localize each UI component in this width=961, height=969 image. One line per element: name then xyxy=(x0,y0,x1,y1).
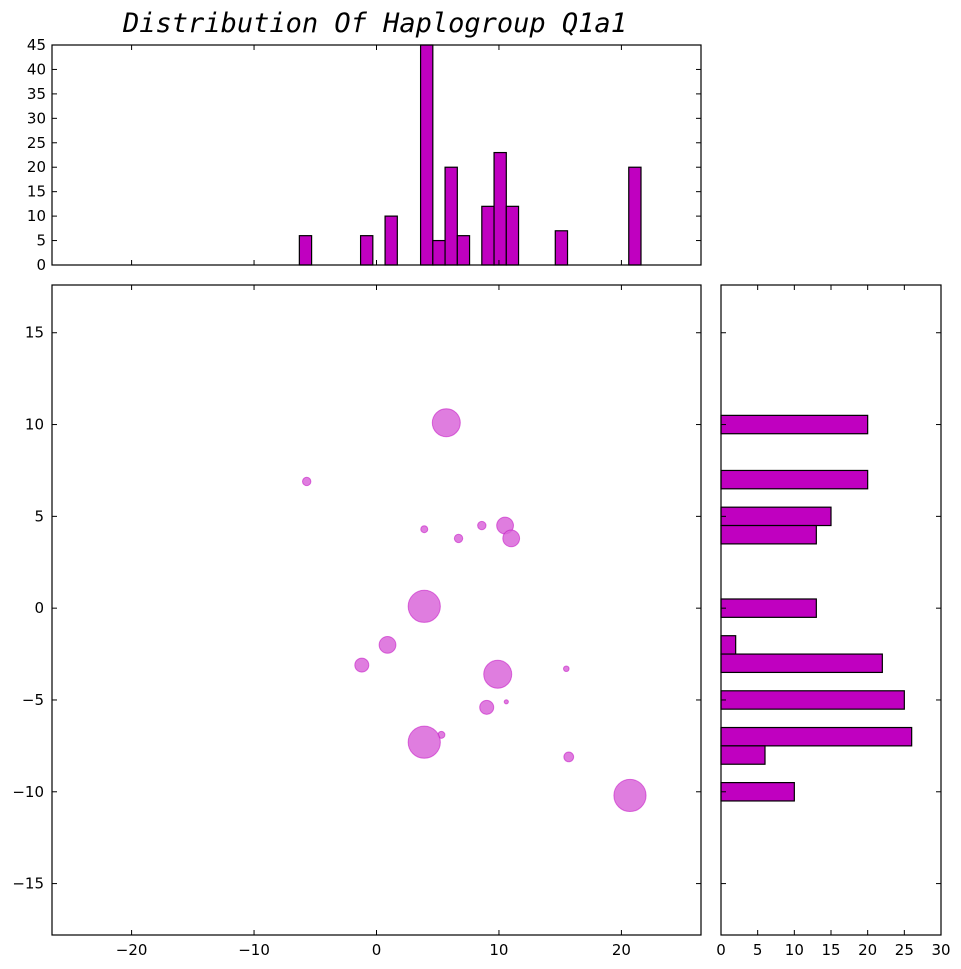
x-histogram-y-tick-label: 20 xyxy=(27,158,46,176)
scatter-x-tick-label: 20 xyxy=(612,941,631,959)
scatter-frame xyxy=(51,284,702,936)
scatter-point xyxy=(453,533,464,544)
x-histogram-y-tick-label: 5 xyxy=(36,232,46,250)
scatter-y-tick-label: −10 xyxy=(12,783,44,801)
scatter-x-tick-label: 10 xyxy=(489,941,508,959)
scatter-point xyxy=(502,529,521,548)
y-histogram-x-tick-label: 5 xyxy=(753,941,763,959)
x-histogram-y-tick-label: 10 xyxy=(27,207,46,225)
y-histogram-bar xyxy=(720,690,905,710)
x-histogram-bar xyxy=(456,235,471,266)
x-histogram-frame xyxy=(51,44,702,266)
x-histogram-bar xyxy=(298,235,313,266)
y-histogram-x-tick-label: 10 xyxy=(785,941,804,959)
y-histogram-bar xyxy=(720,635,737,655)
x-histogram-y-tick-label: 25 xyxy=(27,134,46,152)
y-histogram-x-tick-label: 25 xyxy=(895,941,914,959)
scatter-point xyxy=(563,751,575,763)
scatter-point xyxy=(354,657,370,673)
x-histogram-bar xyxy=(481,205,495,266)
scatter-point xyxy=(503,699,509,705)
y-histogram-x-tick-label: 20 xyxy=(858,941,877,959)
x-histogram-y-tick-label: 0 xyxy=(36,256,46,274)
scatter-panel: −20 −10 0 10 20 −15 −10 −5 0 5 10 15 xyxy=(12,284,702,959)
scatter-y-tick-label: −5 xyxy=(22,691,44,709)
scatter-point xyxy=(420,525,429,534)
y-histogram-bar xyxy=(720,506,832,527)
y-histogram-bar xyxy=(720,653,883,674)
x-histogram-bar xyxy=(493,151,507,266)
x-histogram-y-tick-label: 40 xyxy=(27,60,46,78)
x-histogram-bar xyxy=(554,230,569,266)
x-histogram-bar xyxy=(419,44,434,266)
scatter-point xyxy=(378,635,397,654)
scatter-point xyxy=(407,725,441,759)
x-histogram-bar xyxy=(384,215,398,266)
scatter-point xyxy=(431,408,461,438)
scatter-point xyxy=(407,589,441,623)
y-histogram-x-tick-label: 30 xyxy=(931,941,950,959)
scatter-x-tick-label: −20 xyxy=(116,941,148,959)
y-histogram-bar xyxy=(720,469,869,490)
y-histogram-bar xyxy=(720,726,913,747)
y-histogram-bar xyxy=(720,524,817,545)
scatter-y-tick-label: 10 xyxy=(25,416,44,434)
y-histogram-x-tick-label: 15 xyxy=(821,941,840,959)
x-histogram-bar xyxy=(359,235,374,266)
x-histogram-y-tick-label: 15 xyxy=(27,183,46,201)
scatter-y-tick-label: −15 xyxy=(12,875,44,893)
scatter-point xyxy=(483,659,513,689)
scatter-y-tick-label: 0 xyxy=(34,599,44,617)
y-histogram-bar xyxy=(720,598,817,618)
chart-title: Distribution Of Haplogroup Q1a1 xyxy=(122,8,627,39)
x-histogram-bar xyxy=(444,166,458,266)
scatter-point xyxy=(477,520,487,531)
scatter-point xyxy=(302,476,312,487)
y-histogram-bar xyxy=(720,414,869,435)
x-histogram-bar xyxy=(432,239,446,266)
y-histogram-x-tick-label: 0 xyxy=(716,941,726,959)
y-histogram-panel: 0 5 10 15 20 25 30 xyxy=(716,284,951,959)
x-histogram-y-tick-label: 30 xyxy=(27,109,46,127)
scatter-x-tick-label: −10 xyxy=(238,941,270,959)
scatter-point xyxy=(479,699,495,715)
x-histogram-y-tick-label: 45 xyxy=(27,36,46,54)
y-histogram-bar xyxy=(720,781,795,802)
x-histogram-y-tick-label: 35 xyxy=(27,85,46,103)
scatter-point xyxy=(613,778,647,813)
scatter-y-tick-label: 15 xyxy=(25,324,44,342)
x-histogram-bar xyxy=(628,166,642,266)
scatter-x-tick-label: 0 xyxy=(372,941,382,959)
scatter-y-tick-label: 5 xyxy=(34,507,44,525)
x-histogram-bar xyxy=(505,205,520,266)
y-histogram-bar xyxy=(720,745,766,765)
scatter-point xyxy=(563,665,570,673)
x-histogram-panel: 0 5 10 15 20 25 30 35 40 45 xyxy=(27,36,702,274)
